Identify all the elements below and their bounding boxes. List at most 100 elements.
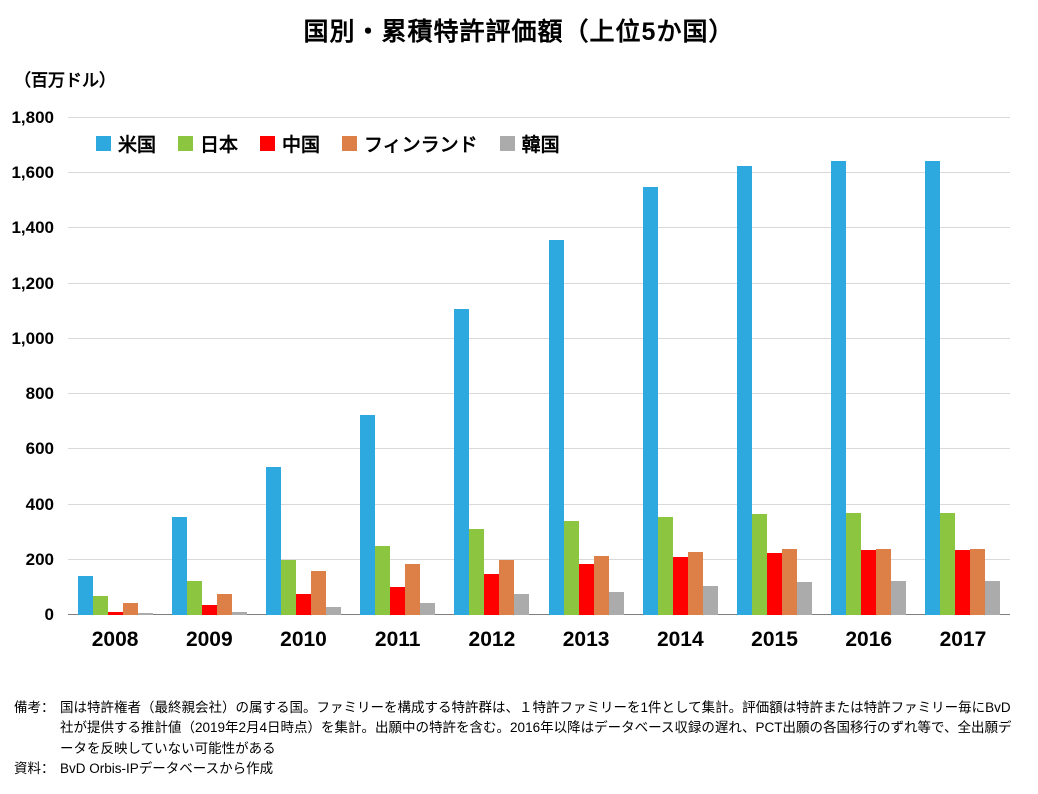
legend-item-japan: 日本 [178,130,238,157]
legend-label-korea: 韓国 [521,135,560,156]
bar-finland-2014 [687,551,703,615]
bar-usa-2012 [454,308,470,615]
y-axis-tick-label: 1,800 [11,108,54,127]
y-axis-tick-label: 0 [44,605,54,624]
gridline [68,227,1010,229]
x-axis-label-2015: 2015 [751,628,798,651]
bar-korea-2012 [514,594,530,615]
gridline [68,117,1010,118]
y-axis-tick-label: 400 [25,494,54,514]
bar-china-2015 [767,552,783,615]
bar-finland-2010 [311,570,326,615]
x-axis-label-2012: 2012 [468,628,516,651]
bar-japan-2014 [657,516,673,615]
bar-korea-2015 [797,581,813,615]
x-axis-tick-labels: 2008 2009 2010 2011 2012 2013 2014 2015 2016 2017 [68,628,1010,652]
bar-finland-2015 [782,548,798,615]
bar-china-2013 [578,563,594,615]
y-axis-tick-label: 600 [25,439,54,459]
bar-usa-2008 [77,576,93,615]
bar-group-2011 [351,118,445,615]
bar-korea-2011 [420,602,436,615]
y-axis-tick-labels: 0 200 400 600 800 1,000 1,200 1,400 1,600 1,800 [0,108,60,624]
x-axis-label-2011: 2011 [374,628,421,651]
bar-usa-2014 [642,187,658,615]
bar-japan-2015 [752,514,768,615]
bar-group-2015 [727,118,821,615]
bar-japan-2013 [563,521,579,615]
legend-item-korea: 韓国 [499,130,560,157]
bar-finland-2016 [876,548,892,615]
legend-swatch-usa [96,136,111,151]
legend-label-japan: 日本 [200,135,239,156]
y-axis-tick-label: 1,000 [11,328,54,348]
bar-korea-2010 [326,606,341,615]
legend-swatch-japan [178,136,194,151]
x-axis-label-2017: 2017 [939,628,987,651]
legend-item-usa: 米国 [96,130,156,157]
bar-usa-2016 [831,160,847,615]
gridline [68,282,1010,284]
y-axis-tick-label: 1,400 [11,218,54,238]
legend-label-usa: 米国 [118,135,157,156]
gridline [68,503,1010,505]
bar-finland-2011 [405,563,421,615]
bar-china-2017 [955,550,971,615]
bar-china-2012 [484,573,500,615]
bar-usa-2010 [266,467,281,615]
legend-swatch-korea [499,136,515,151]
y-axis-tick-label: 200 [25,549,54,569]
gridline [68,558,1010,560]
legend: 米国 日本 中国 フィンランド 韓国 [96,130,560,157]
y-axis-tick-label: 1,600 [11,163,54,183]
x-axis-label-2010: 2010 [280,628,327,651]
note-remarks: 備考： 国は特許権者（最終親会社）の属する国。ファミリーを構成する特許群は、１特… [14,698,1020,759]
bar-china-2010 [296,594,311,615]
bar-korea-2009 [231,611,247,615]
bar-group-2010 [256,118,350,615]
bar-group-2008 [68,118,162,615]
note-remarks-label: 備考： [14,700,55,715]
gridline [68,393,1010,395]
bar-usa-2013 [548,239,564,615]
bar-china-2011 [390,587,406,615]
x-axis-label-2014: 2014 [656,628,704,651]
bar-finland-2008 [122,602,138,615]
y-axis-tick-label: 1,200 [11,273,54,293]
bar-japan-2017 [940,512,956,615]
gridline [68,172,1010,174]
bar-finland-2012 [499,559,515,615]
bar-korea-2013 [608,591,624,615]
bar-usa-2011 [360,414,376,615]
bar-group-2013 [539,118,633,615]
bar-china-2009 [201,605,217,615]
bars-container [68,118,1010,615]
x-axis-label-2009: 2009 [185,628,233,651]
x-axis-label-2013: 2013 [562,628,610,651]
bar-japan-2009 [186,580,202,615]
legend-label-china: 中国 [282,135,321,156]
legend-item-china: 中国 [260,130,320,157]
chart-title: 国別・累積特許評価額（上位5か国） [303,18,735,46]
note-remarks-text: 国は特許権者（最終親会社）の属する国。ファミリーを構成する特許群は、１特許ファミ… [60,700,1012,756]
note-source-text: BvD Orbis-IPデータベースから作成 [60,760,274,776]
bar-group-2016 [822,118,916,615]
bar-japan-2010 [281,559,296,615]
bar-japan-2016 [846,512,862,615]
x-axis-label-2008: 2008 [91,628,139,651]
bar-japan-2012 [469,529,485,615]
legend-label-finland: フィンランド [364,135,478,156]
bar-group-2009 [162,118,256,615]
legend-swatch-finland [342,136,358,151]
note-source-label: 資料： [14,760,55,776]
plot-area: 米国 日本 中国 フィンランド 韓国 [68,117,1010,615]
bar-korea-2017 [985,581,1001,615]
note-source: 資料： BvD Orbis-IPデータベースから作成 [14,759,1020,779]
x-axis-label-2016: 2016 [845,628,893,651]
bar-china-2014 [672,557,688,615]
bar-usa-2009 [171,516,187,615]
bar-group-2014 [633,118,727,615]
bar-group-2017 [916,118,1010,615]
bar-china-2008 [107,612,123,615]
